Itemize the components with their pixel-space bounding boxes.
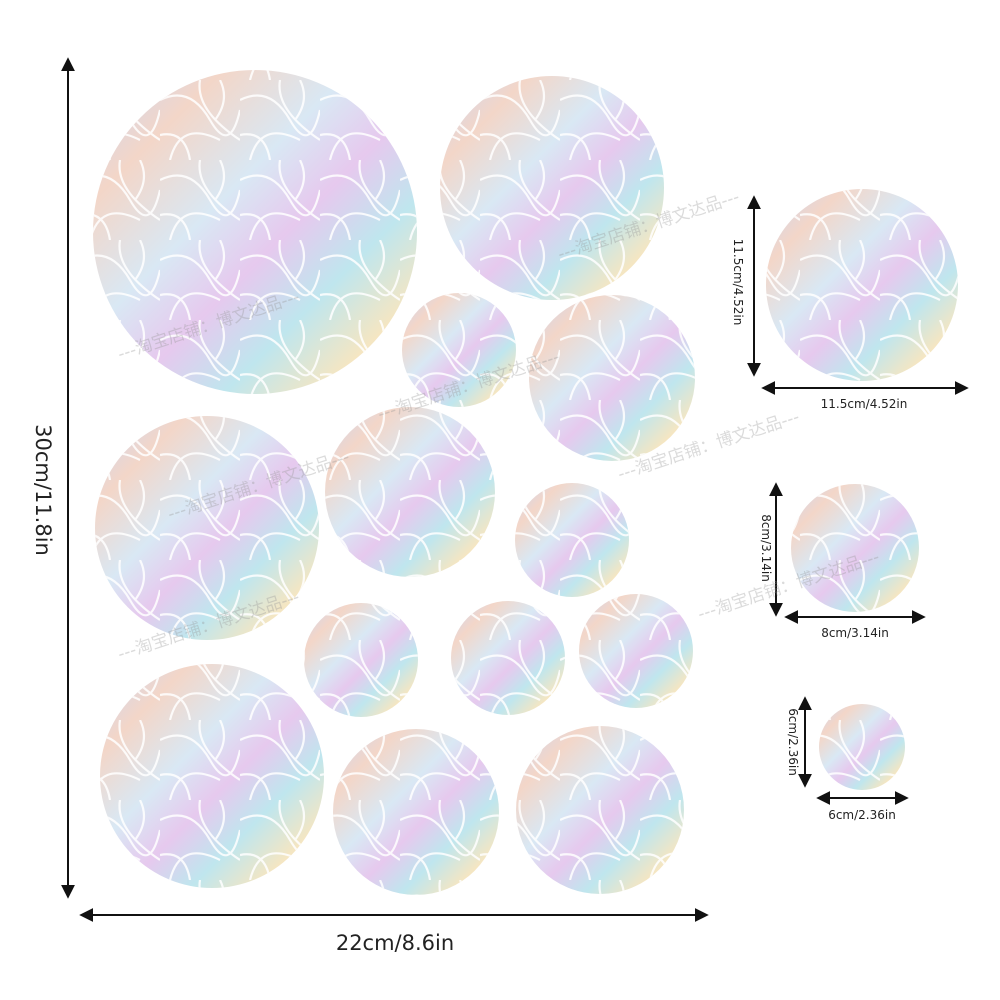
sticker-texture	[515, 483, 629, 597]
sticker-texture	[325, 407, 495, 577]
size-label: 11.5cm/4.52in	[821, 397, 908, 411]
sticker-group	[93, 70, 958, 895]
sticker-texture	[766, 189, 958, 381]
sticker-texture	[516, 726, 684, 894]
height-label: 30cm/11.8in	[31, 424, 55, 556]
sticker-texture	[304, 603, 418, 717]
sticker-texture	[100, 664, 324, 888]
size-label: 11.5cm/4.52in	[731, 239, 745, 326]
sticker-texture	[440, 76, 664, 300]
size-label: 6cm/2.36in	[786, 708, 800, 776]
sticker-texture	[579, 594, 693, 708]
sticker-texture	[333, 729, 499, 895]
sticker-texture	[93, 70, 417, 394]
width-label: 22cm/8.6in	[336, 931, 454, 955]
sticker-texture	[819, 704, 905, 790]
size-label: 8cm/3.14in	[821, 626, 889, 640]
sticker-texture	[402, 293, 516, 407]
size-label: 6cm/2.36in	[828, 808, 896, 822]
sticker-texture	[95, 416, 319, 640]
sticker-texture	[451, 601, 565, 715]
size-label: 8cm/3.14in	[759, 514, 773, 582]
sticker-texture	[791, 484, 919, 612]
sticker-texture	[529, 295, 695, 461]
